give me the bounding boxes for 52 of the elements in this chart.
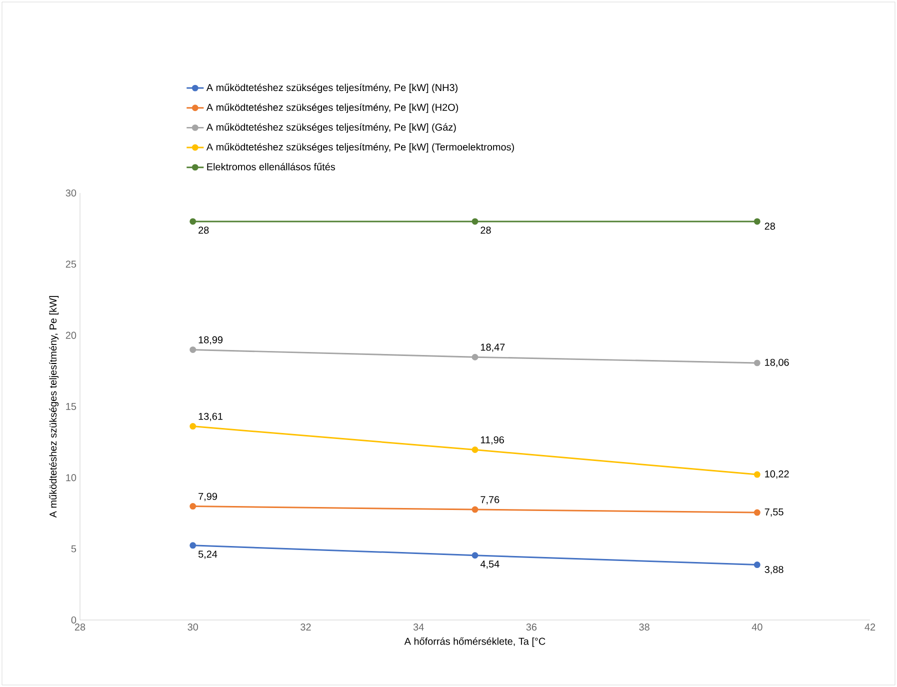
data-label: 4,54: [480, 560, 500, 569]
y-axis-title: A működtetéshez szükséges teljesítmény, Pe [kW]: [49, 296, 59, 518]
y-tick-label: 15: [66, 403, 76, 410]
point: [472, 506, 478, 513]
point: [190, 346, 196, 353]
point: [754, 360, 760, 366]
legend-label: A működtetéshez szükséges teljesítmény, Pe [kW] (NH3): [206, 84, 458, 94]
x-tick-label: 36: [526, 624, 537, 631]
data-label: 18,99: [198, 336, 223, 345]
x-tick-label: 40: [752, 624, 762, 631]
legend-label: Elektromos ellenállásos fűtés: [207, 162, 336, 170]
y-tick-label: 5: [71, 545, 76, 552]
y-tick-label: 10: [66, 474, 76, 482]
point: [472, 354, 478, 360]
x-tick-label: 30: [188, 624, 198, 631]
data-label: 13,61: [198, 412, 223, 422]
data-label: 10,22: [765, 470, 789, 479]
data-label: 3,88: [764, 566, 784, 574]
data-label: 5,24: [198, 550, 218, 559]
point: [754, 509, 760, 516]
legend-label: A működtetéshez szükséges teljesítmény, Pe [kW] (Termoelektromos): [206, 143, 514, 152]
x-axis-title: A hőforrás hőmérséklete, Ta [°C: [404, 637, 546, 647]
point: [190, 542, 196, 549]
legend-label: A működtetéshez szükséges teljesítmény, Pe [kW] (Gáz): [206, 123, 456, 133]
point: [190, 503, 196, 510]
x-tick-label: 34: [413, 624, 424, 631]
x-tick-label: 42: [864, 624, 876, 630]
point: [754, 218, 760, 225]
point: [754, 471, 760, 478]
y-tick-label: 25: [66, 260, 76, 268]
y-tick-label: 30: [66, 189, 76, 197]
legend-label: A működtetéshez szükséges teljesítmény, Pe [kW] (H2O): [206, 103, 458, 113]
data-label: 11,96: [480, 436, 504, 445]
x-tick-label: 38: [639, 624, 650, 631]
data-label: 18,06: [765, 358, 789, 368]
data-label: 28: [764, 222, 775, 230]
data-label: 28: [198, 226, 209, 234]
point: [190, 218, 196, 225]
data-label: 28: [480, 226, 491, 234]
data-label: 7,55: [764, 508, 784, 517]
point: [472, 552, 478, 559]
data-label: 7,99: [198, 492, 217, 502]
data-label: 7,76: [480, 496, 500, 504]
x-tick-label: 32: [300, 624, 311, 631]
point: [472, 218, 478, 225]
data-label: 18,47: [480, 344, 505, 352]
point: [190, 423, 196, 430]
x-tick-label: 28: [74, 624, 86, 631]
y-tick-label: 0: [71, 616, 76, 624]
y-tick-label: 20: [66, 332, 76, 339]
point: [754, 562, 760, 568]
point: [472, 446, 478, 454]
